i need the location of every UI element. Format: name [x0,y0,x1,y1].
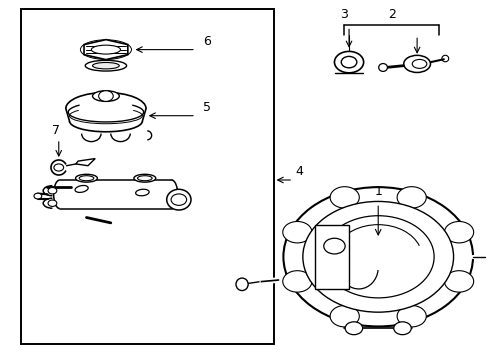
Circle shape [322,216,433,298]
Ellipse shape [92,63,119,69]
Circle shape [302,202,453,312]
Circle shape [282,271,311,292]
Circle shape [334,51,363,73]
Bar [21,9,273,344]
Ellipse shape [91,45,120,54]
Text: 1: 1 [373,185,381,198]
Ellipse shape [411,59,426,68]
Text: 6: 6 [203,35,211,48]
Ellipse shape [92,91,119,102]
Circle shape [48,188,57,194]
Ellipse shape [79,176,94,181]
Circle shape [54,164,63,171]
Text: 4: 4 [295,165,303,178]
Text: 3: 3 [340,8,347,21]
Text: 2: 2 [387,8,395,21]
Circle shape [34,193,41,199]
Ellipse shape [75,185,88,192]
Circle shape [444,271,473,292]
Polygon shape [76,158,95,166]
Circle shape [99,91,113,102]
Ellipse shape [137,176,152,181]
Ellipse shape [403,55,429,72]
Text: 7: 7 [52,124,60,137]
Circle shape [345,322,362,335]
Polygon shape [84,40,127,60]
Circle shape [444,221,473,243]
Ellipse shape [85,60,126,71]
Ellipse shape [236,278,247,291]
Circle shape [396,187,426,208]
Circle shape [396,306,426,327]
Ellipse shape [378,64,386,71]
Circle shape [171,194,186,205]
Ellipse shape [134,174,156,182]
Text: 5: 5 [203,101,211,114]
Circle shape [283,187,472,327]
Circle shape [329,306,359,327]
Circle shape [323,238,345,254]
Circle shape [282,221,311,243]
Polygon shape [314,225,348,289]
Ellipse shape [166,189,191,210]
Circle shape [48,200,57,206]
Circle shape [341,57,356,68]
Circle shape [393,322,410,335]
Ellipse shape [135,189,149,196]
Ellipse shape [75,174,97,182]
Circle shape [329,187,359,208]
